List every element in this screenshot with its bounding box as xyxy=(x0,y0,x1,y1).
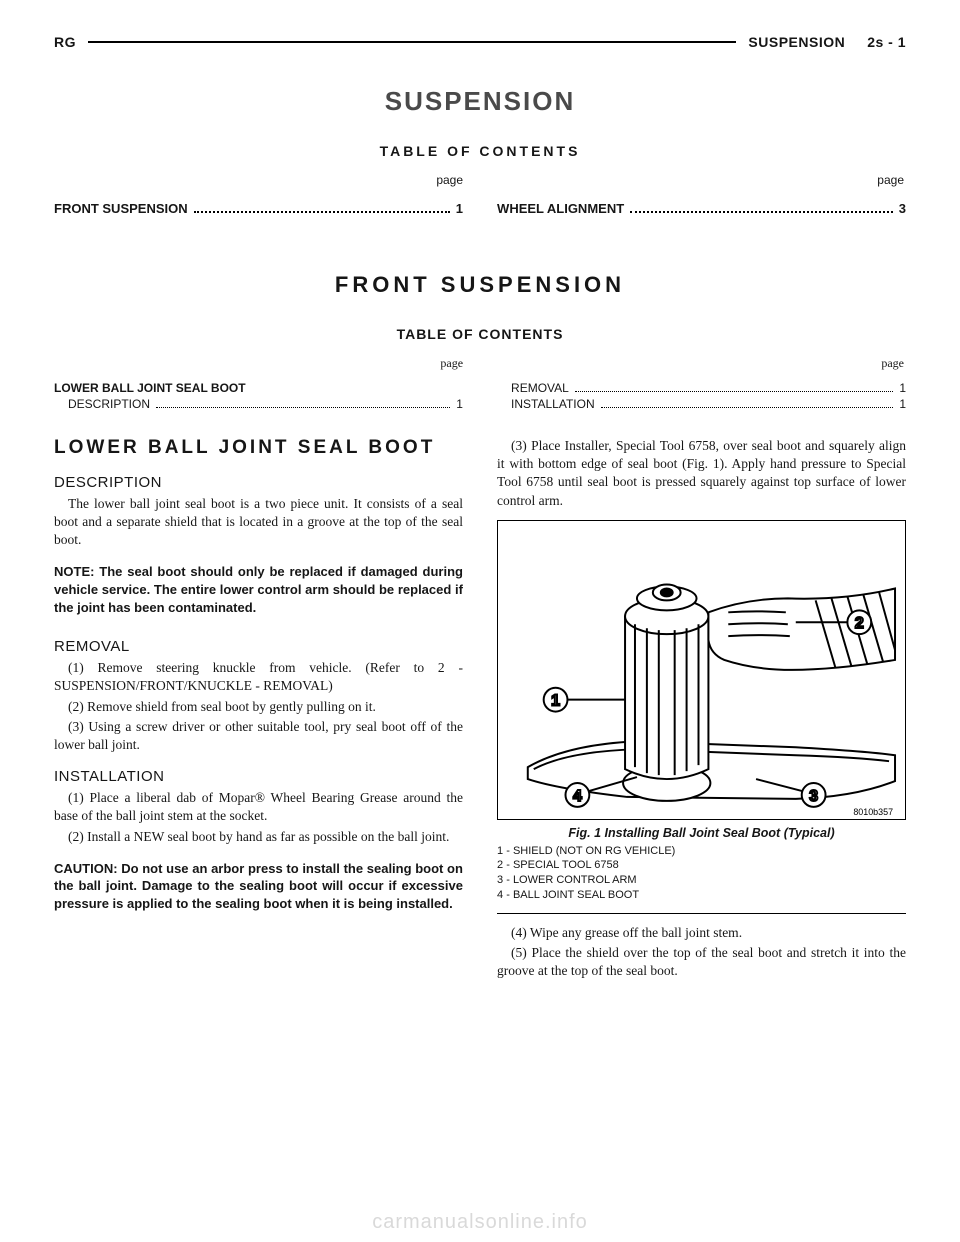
toc-leader-dots xyxy=(630,211,893,213)
figure-1: 2 1 4 3 8010b357 xyxy=(497,520,906,820)
figure-1-caption: Fig. 1 Installing Ball Joint Seal Boot (… xyxy=(497,826,906,840)
toc2-entry-label: REMOVAL xyxy=(511,381,569,395)
toc2-left-col: LOWER BALL JOINT SEAL BOOT DESCRIPTION 1 xyxy=(54,379,463,411)
toc2-right-col: REMOVAL 1 INSTALLATION 1 xyxy=(497,379,906,411)
toc2-entry-installation: INSTALLATION 1 xyxy=(497,397,906,411)
toc2-entry-removal: REMOVAL 1 xyxy=(497,381,906,395)
toc2-page-labels: page page xyxy=(54,356,906,371)
watermark: carmanualsonline.info xyxy=(0,1211,960,1234)
running-head: RG SUSPENSION 2s - 1 xyxy=(54,34,906,50)
toc2-entry-description: DESCRIPTION 1 xyxy=(54,397,463,411)
toc2-page-label-right: page xyxy=(497,356,904,371)
toc2-entry-page: 1 xyxy=(899,397,906,411)
toc2-page-label-left: page xyxy=(56,356,463,371)
toc-page-labels: page page xyxy=(54,173,906,187)
install-step-4: (4) Wipe any grease off the ball joint s… xyxy=(497,924,906,942)
install-step-3: (3) Place Installer, Special Tool 6758, … xyxy=(497,437,906,510)
toc-title: TABLE OF CONTENTS xyxy=(54,143,906,159)
running-head-rule xyxy=(88,41,736,43)
figure-code: 8010b357 xyxy=(853,807,893,817)
note-text: NOTE: The seal boot should only be repla… xyxy=(54,563,463,616)
toc-leader-dots xyxy=(601,407,894,408)
figure-legend-4: 4 - BALL JOINT SEAL BOOT xyxy=(497,888,906,903)
toc-entry-wheel-alignment: WHEEL ALIGNMENT 3 xyxy=(497,201,906,216)
figure-legend-3: 3 - LOWER CONTROL ARM xyxy=(497,873,906,888)
toc-entry-label: FRONT SUSPENSION xyxy=(54,201,188,216)
toc2-entry-label: DESCRIPTION xyxy=(68,397,150,411)
removal-step-2: (2) Remove shield from seal boot by gent… xyxy=(54,698,463,716)
figure-legend-1: 1 - SHIELD (NOT ON RG VEHICLE) xyxy=(497,844,906,859)
left-column: LOWER BALL JOINT SEAL BOOT DESCRIPTION T… xyxy=(54,437,463,981)
section-title: FRONT SUSPENSION xyxy=(54,272,906,298)
toc-leader-dots xyxy=(194,211,450,213)
toc-page-label-right: page xyxy=(497,173,904,187)
heading-lower-ball-joint: LOWER BALL JOINT SEAL BOOT xyxy=(54,437,463,460)
figure-1-legend: 1 - SHIELD (NOT ON RG VEHICLE) 2 - SPECI… xyxy=(497,844,906,903)
divider-rule xyxy=(497,913,906,914)
running-head-right: SUSPENSION 2s - 1 xyxy=(748,34,906,50)
toc2-entry-page: 1 xyxy=(456,397,463,411)
callout-4: 4 xyxy=(573,788,582,805)
callout-3: 3 xyxy=(809,788,818,805)
toc-row: FRONT SUSPENSION 1 WHEEL ALIGNMENT 3 xyxy=(54,201,906,216)
running-head-left: RG xyxy=(54,34,76,50)
toc2-heading-lower-ball-joint: LOWER BALL JOINT SEAL BOOT xyxy=(54,381,463,395)
toc-entry-page: 1 xyxy=(456,201,463,216)
toc-page-label-left: page xyxy=(56,173,463,187)
toc-entry-label: WHEEL ALIGNMENT xyxy=(497,201,624,216)
install-step-1: (1) Place a liberal dab of Mopar® Wheel … xyxy=(54,789,463,825)
toc2-title: TABLE OF CONTENTS xyxy=(54,326,906,342)
toc-entry-page: 3 xyxy=(899,201,906,216)
running-head-section: SUSPENSION xyxy=(748,34,845,50)
install-step-5: (5) Place the shield over the top of the… xyxy=(497,944,906,980)
callout-1: 1 xyxy=(551,692,560,709)
running-head-page: 2s - 1 xyxy=(867,34,906,50)
toc-leader-dots xyxy=(575,391,893,392)
description-paragraph: The lower ball joint seal boot is a two … xyxy=(54,495,463,550)
toc2: LOWER BALL JOINT SEAL BOOT DESCRIPTION 1… xyxy=(54,379,906,411)
callout-2: 2 xyxy=(855,615,864,632)
toc-entry-front-suspension: FRONT SUSPENSION 1 xyxy=(54,201,463,216)
right-column: (3) Place Installer, Special Tool 6758, … xyxy=(497,437,906,981)
toc-leader-dots xyxy=(156,407,450,408)
figure-1-svg: 2 1 4 3 8010b357 xyxy=(498,521,905,819)
removal-step-1: (1) Remove steering knuckle from vehicle… xyxy=(54,659,463,695)
toc2-heading-label: LOWER BALL JOINT SEAL BOOT xyxy=(54,381,246,395)
toc2-entry-page: 1 xyxy=(899,381,906,395)
main-title: SUSPENSION xyxy=(54,86,906,117)
heading-installation: INSTALLATION xyxy=(54,768,463,785)
caution-text: CAUTION: Do not use an arbor press to in… xyxy=(54,860,463,913)
toc2-entry-label: INSTALLATION xyxy=(511,397,595,411)
heading-removal: REMOVAL xyxy=(54,638,463,655)
removal-step-3: (3) Using a screw driver or other suitab… xyxy=(54,718,463,754)
install-step-2: (2) Install a NEW seal boot by hand as f… xyxy=(54,828,463,846)
heading-description: DESCRIPTION xyxy=(54,474,463,491)
body-columns: LOWER BALL JOINT SEAL BOOT DESCRIPTION T… xyxy=(54,437,906,981)
figure-legend-2: 2 - SPECIAL TOOL 6758 xyxy=(497,858,906,873)
